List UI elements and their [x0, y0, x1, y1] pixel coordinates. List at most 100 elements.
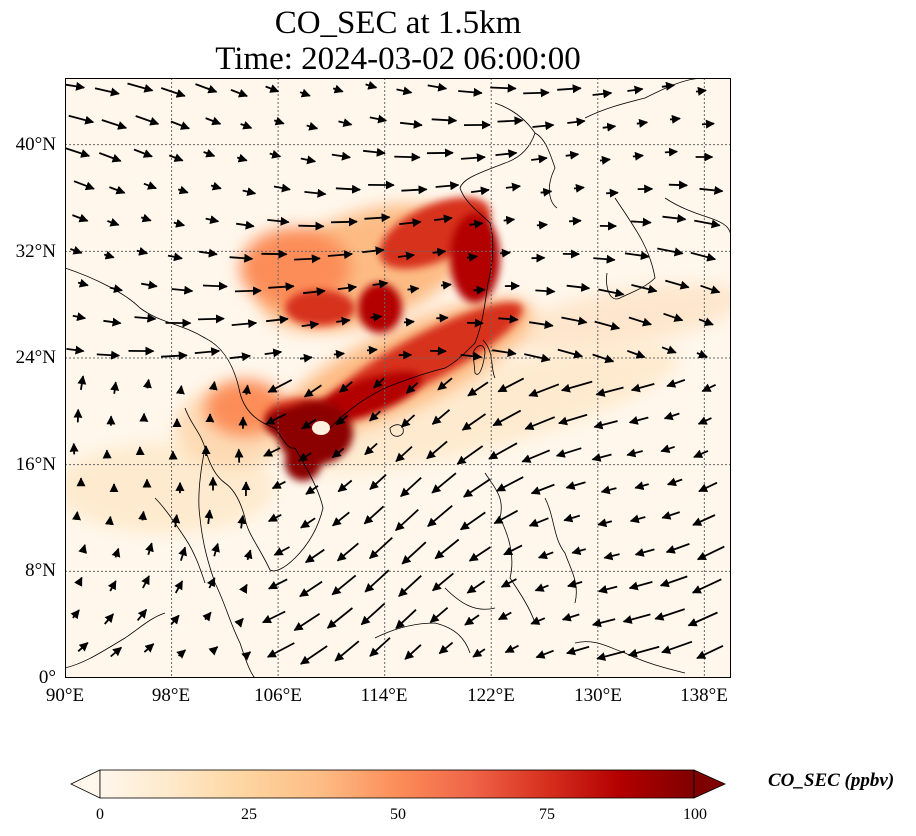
- wind-arrow: [104, 613, 114, 625]
- wind-arrow: [265, 413, 287, 425]
- wind-arrow: [596, 650, 626, 661]
- y-tick-label: 24°N: [15, 347, 56, 368]
- wind-arrow: [592, 89, 613, 99]
- wind-arrow: [176, 649, 187, 659]
- wind-arrow: [369, 410, 381, 422]
- wind-arrow: [372, 279, 389, 289]
- wind-arrow: [239, 583, 248, 594]
- wind-arrow: [273, 546, 290, 556]
- wind-arrow: [499, 248, 511, 258]
- map-plot: [65, 78, 731, 678]
- wind-arrow: [427, 505, 453, 527]
- wind-arrow: [595, 386, 624, 397]
- wind-arrow: [472, 648, 486, 658]
- wind-arrow: [488, 442, 518, 460]
- wind-arrow: [364, 213, 391, 223]
- wind-arrow: [694, 219, 721, 229]
- wind-arrow: [431, 472, 457, 494]
- wind-arrow: [306, 121, 319, 131]
- y-tick-label: 0°: [38, 667, 56, 688]
- wind-arrow: [540, 187, 553, 197]
- wind-arrow: [700, 284, 721, 294]
- wind-arrow: [370, 312, 383, 322]
- wind-arrow: [204, 509, 214, 525]
- wind-arrow: [497, 611, 512, 621]
- wind-arrow: [594, 320, 621, 331]
- wind-arrow: [133, 148, 153, 158]
- wind-arrow: [110, 381, 120, 394]
- x-tick-label: 122°E: [467, 685, 515, 706]
- wind-arrow: [591, 618, 616, 628]
- wind-arrow: [536, 220, 548, 230]
- wind-arrow: [266, 315, 289, 325]
- wind-arrow: [669, 114, 681, 124]
- wind-arrow: [597, 518, 613, 528]
- wind-arrow: [535, 649, 554, 659]
- wind-arrow: [399, 218, 422, 228]
- wind-arrow: [202, 611, 212, 622]
- wind-arrow: [534, 583, 549, 592]
- wind-arrow: [467, 381, 489, 397]
- wind-arrow: [433, 214, 453, 224]
- wind-arrow: [631, 284, 658, 294]
- wind-arrow: [230, 89, 248, 98]
- wind-arrow: [299, 88, 311, 98]
- wind-arrow: [600, 485, 617, 495]
- wind-arrow: [303, 384, 322, 398]
- wind-arrow: [336, 316, 351, 326]
- wind-arrow: [431, 409, 451, 425]
- wind-arrow: [497, 377, 525, 393]
- wind-arrow: [426, 440, 448, 460]
- wind-arrow: [627, 85, 644, 95]
- wind-arrow: [70, 609, 80, 620]
- wind-arrow: [432, 247, 447, 257]
- wind-arrow: [528, 383, 560, 397]
- wind-arrow: [72, 312, 87, 322]
- wind-arrow: [72, 213, 89, 223]
- wind-arrow: [697, 416, 712, 425]
- colorbar-tick-label: 100: [683, 806, 707, 823]
- wind-arrow: [109, 185, 126, 195]
- wind-arrow: [171, 285, 194, 295]
- wind-arrow: [231, 319, 258, 329]
- wind-arrow: [73, 180, 95, 191]
- wind-arrow: [666, 379, 686, 388]
- wind-arrow: [537, 550, 554, 560]
- wind-arrow: [241, 651, 252, 661]
- wind-arrow: [300, 517, 316, 529]
- wind-arrow: [569, 216, 582, 226]
- wind-arrow: [692, 514, 716, 526]
- wind-arrow: [632, 151, 644, 161]
- wind-arrow: [331, 151, 351, 161]
- wind-arrow: [530, 483, 555, 495]
- wind-arrow: [104, 515, 114, 526]
- wind-arrow: [265, 84, 280, 93]
- wind-arrow: [363, 505, 385, 525]
- wind-arrow: [634, 548, 655, 557]
- wind-arrow: [326, 607, 353, 629]
- wind-arrow: [400, 414, 416, 428]
- wind-arrow: [110, 646, 122, 658]
- wind-arrow: [111, 547, 121, 558]
- wind-arrow: [567, 117, 586, 127]
- wind-arrow: [438, 641, 454, 655]
- coastlines: [65, 78, 731, 678]
- wind-arrow: [459, 511, 486, 531]
- wind-arrow: [331, 511, 350, 527]
- colorbar-tick-label: 50: [390, 806, 406, 823]
- wind-arrow: [334, 640, 360, 662]
- wind-arrow: [654, 608, 685, 621]
- wind-arrow: [460, 153, 486, 163]
- wind-arrow: [369, 637, 391, 657]
- wind-arrow: [143, 643, 155, 653]
- wind-arrow: [243, 549, 253, 561]
- wind-arrow: [524, 416, 556, 431]
- wind-arrow: [603, 551, 620, 561]
- co-plume: [65, 197, 731, 533]
- wind-arrow: [464, 614, 480, 626]
- wind-arrow: [264, 348, 283, 358]
- wind-arrow: [304, 548, 325, 564]
- wind-arrow: [299, 580, 323, 598]
- wind-arrow: [167, 252, 183, 262]
- wind-arrow: [401, 541, 427, 565]
